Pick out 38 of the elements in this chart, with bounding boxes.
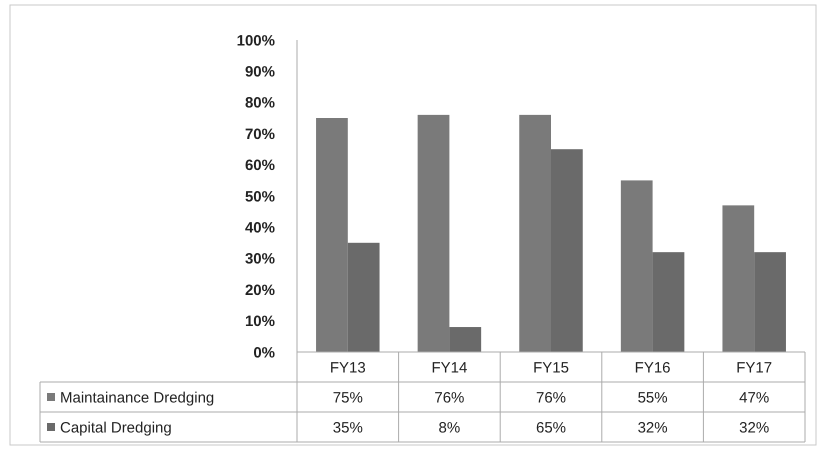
legend-label: Maintainance Dredging: [60, 389, 214, 406]
x-tick-label: FY16: [634, 359, 671, 376]
y-tick-label: 30%: [244, 250, 275, 268]
bar: [652, 252, 684, 352]
y-tick-label: 0%: [253, 344, 275, 362]
y-tick-label: 100%: [236, 32, 275, 50]
y-tick-label: 90%: [244, 63, 275, 80]
x-tick-label: FY15: [533, 359, 569, 376]
data-label: 47%: [739, 389, 770, 406]
data-label: 76%: [434, 389, 464, 406]
data-label: 35%: [332, 419, 363, 436]
data-label: 32%: [638, 419, 668, 436]
y-tick-label: 60%: [244, 157, 275, 174]
x-tick-label: FY13: [330, 359, 366, 376]
bar: [722, 205, 754, 352]
bar: [449, 327, 482, 352]
y-tick-label: 70%: [244, 126, 275, 143]
bar: [551, 149, 583, 352]
data-label: 8%: [438, 419, 460, 436]
bar: [418, 114, 450, 352]
bar: [348, 242, 380, 352]
data-label: 65%: [536, 419, 566, 436]
data-label: 55%: [638, 389, 668, 406]
data-label: 76%: [536, 389, 566, 406]
legend-label: Capital Dredging: [60, 419, 172, 436]
bar: [620, 180, 653, 352]
bar: [316, 118, 348, 352]
x-tick-label: FY14: [431, 359, 468, 376]
y-tick-label: 50%: [244, 188, 275, 206]
y-tick-label: 10%: [244, 313, 275, 330]
data-label: 75%: [332, 389, 363, 406]
bar: [754, 252, 786, 352]
bar: [519, 114, 551, 352]
x-tick-label: FY17: [736, 359, 772, 376]
y-tick-label: 80%: [244, 94, 275, 112]
y-tick-label: 20%: [244, 282, 275, 299]
y-tick-label: 40%: [244, 219, 275, 236]
data-label: 32%: [739, 419, 770, 436]
